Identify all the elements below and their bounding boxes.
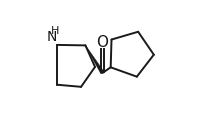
Polygon shape — [85, 45, 104, 74]
Text: N: N — [46, 31, 56, 44]
Text: O: O — [96, 35, 108, 50]
Text: H: H — [51, 26, 59, 36]
